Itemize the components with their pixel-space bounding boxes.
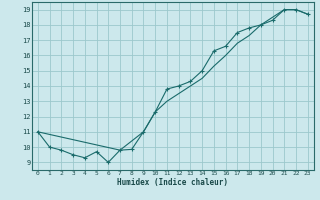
X-axis label: Humidex (Indice chaleur): Humidex (Indice chaleur) — [117, 178, 228, 187]
